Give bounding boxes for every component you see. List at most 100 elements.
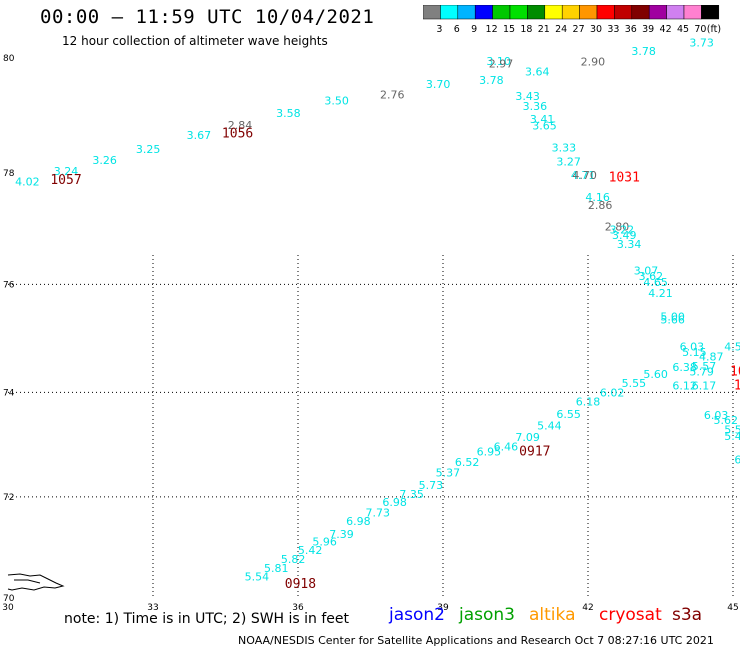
wave-height-observations: 4.02 3.24 3.26 3.25 3.67 2.84 3.58 3.50 2.76 3.70… bbox=[15, 36, 740, 583]
wave-height-value: 5.00 bbox=[660, 310, 685, 323]
pass-time-label: 1031 bbox=[609, 170, 640, 185]
wave-height-value: 6.03 bbox=[704, 409, 729, 422]
wave-height-value: 6.98 bbox=[346, 515, 371, 528]
wave-height-value: 3.62 bbox=[639, 270, 664, 283]
wave-height-value: 6.12 bbox=[672, 380, 697, 393]
axis-labels: 30 33 36 39 42 45 80 78 76 74 72 70 bbox=[2, 54, 738, 613]
legend-label: 3 bbox=[436, 24, 442, 35]
latitude-tick-label: 70 bbox=[3, 594, 15, 604]
wave-height-value: 5.73 bbox=[419, 479, 444, 492]
satellite-cryosat: cryosat bbox=[599, 605, 662, 625]
wave-height-value: 3.27 bbox=[556, 156, 581, 169]
map-title: 00:00 – 11:59 UTC 10/04/2021 bbox=[40, 6, 375, 28]
wave-height-value: 6.98 bbox=[382, 496, 407, 509]
wave-height-value: 5.44 bbox=[537, 419, 562, 432]
coastline bbox=[7, 573, 65, 591]
legend-swatch bbox=[701, 5, 720, 20]
legend-label: 42 bbox=[660, 24, 672, 35]
wave-height-value: 3.78 bbox=[479, 74, 504, 87]
legend-label: 21 bbox=[538, 24, 550, 35]
wave-height-value: 5.55 bbox=[622, 377, 647, 390]
wave-height-value: 5.82 bbox=[281, 553, 306, 566]
wave-height-value: 2.76 bbox=[380, 89, 405, 102]
wave-height-value: 5.66 bbox=[660, 314, 685, 327]
wave-height-value: 7.39 bbox=[329, 528, 354, 541]
wave-height-value: 4.87 bbox=[699, 350, 724, 363]
legend-label: 18 bbox=[520, 24, 532, 35]
wave-height-value: 3.67 bbox=[187, 129, 212, 142]
legend-label: 39 bbox=[642, 24, 654, 35]
footer-note: note: 1) Time is in UTC; 2) SWH is in fe… bbox=[64, 611, 350, 627]
latitude-tick-label: 78 bbox=[3, 169, 15, 179]
credit-line: NOAA/NESDIS Center for Satellite Applica… bbox=[238, 634, 714, 647]
wave-height-value: 5.96 bbox=[312, 535, 337, 548]
legend-label: 45 bbox=[677, 24, 689, 35]
wave-height-color-legend: 3 6 9 12 15 18 21 24 27 30 33 36 39 42 45 70 (ft) bbox=[423, 5, 739, 35]
legend-label: 9 bbox=[471, 24, 477, 35]
longitude-tick-label: 45 bbox=[727, 603, 738, 613]
wave-height-value: 3.22 bbox=[610, 224, 635, 237]
wave-height-value: 2.80 bbox=[605, 221, 630, 234]
wave-height-value: 5.4 bbox=[724, 430, 740, 443]
wave-height-value: 3.49 bbox=[612, 229, 637, 242]
pass-time-label: 0917 bbox=[519, 445, 550, 460]
wave-height-value: 3.34 bbox=[617, 238, 642, 251]
wave-height-value: 6.46 bbox=[494, 440, 519, 453]
wave-height-value: 3.25 bbox=[136, 143, 161, 156]
wave-height-value: 2.97 bbox=[489, 57, 514, 70]
wave-height-value: 5.15 bbox=[682, 346, 707, 359]
wave-height-value: 3.64 bbox=[525, 65, 550, 78]
legend-unit: (ft) bbox=[707, 24, 721, 35]
satellite-altika: altika bbox=[529, 605, 576, 625]
wave-height-value: 6 bbox=[734, 453, 740, 466]
wave-height-value: 4.02 bbox=[15, 175, 40, 188]
wave-height-value: 3.26 bbox=[92, 154, 117, 167]
longitude-tick-label: 36 bbox=[292, 603, 304, 613]
longitude-tick-label: 42 bbox=[582, 603, 593, 613]
wave-height-value: 6.38 bbox=[672, 361, 697, 374]
wave-height-value: 5.5 bbox=[724, 424, 740, 437]
pass-time-label: 1056 bbox=[222, 127, 253, 142]
legend-label: 15 bbox=[503, 24, 515, 35]
wave-height-value: 4.21 bbox=[648, 287, 673, 300]
satellite-jason2: jason2 bbox=[389, 605, 445, 625]
wave-height-value: 5.81 bbox=[264, 562, 289, 575]
latitude-tick-label: 80 bbox=[3, 54, 15, 64]
legend-label: 33 bbox=[607, 24, 619, 35]
wave-height-value: 3.41 bbox=[530, 113, 555, 126]
wave-height-value: 6.52 bbox=[455, 456, 480, 469]
wave-height-value: 7.73 bbox=[366, 506, 391, 519]
wave-height-value: 5.42 bbox=[298, 544, 323, 557]
wave-height-value: 4.65 bbox=[643, 276, 668, 289]
satellite-s3a: s3a bbox=[672, 605, 703, 625]
wave-height-value: 6.02 bbox=[600, 387, 625, 400]
wave-height-value: 5.37 bbox=[436, 466, 461, 479]
pass-time-label: 10 bbox=[730, 364, 740, 379]
wave-height-value: 3.50 bbox=[324, 94, 349, 107]
wave-height-value: 5.79 bbox=[689, 365, 714, 378]
pass-time-label: 1057 bbox=[50, 173, 81, 188]
wave-height-value: 5.54 bbox=[245, 571, 270, 584]
wave-height-value: 2.90 bbox=[581, 56, 606, 69]
legend-label: 12 bbox=[486, 24, 498, 35]
latitude-tick-label: 72 bbox=[3, 493, 14, 503]
wave-height-value: 3.78 bbox=[631, 45, 656, 58]
wave-height-value: 4.5 bbox=[724, 341, 740, 354]
wave-height-value: 3.24 bbox=[54, 165, 79, 178]
map-subtitle: 12 hour collection of altimeter wave hei… bbox=[62, 34, 328, 48]
wave-height-value: 4.70 bbox=[572, 169, 597, 182]
satellite-jason3: jason3 bbox=[459, 605, 515, 625]
wave-height-value: 3.73 bbox=[689, 36, 714, 49]
wave-height-value: 3.36 bbox=[523, 100, 548, 113]
longitude-tick-label: 33 bbox=[147, 603, 158, 613]
wave-height-value: 3.58 bbox=[276, 107, 301, 120]
legend-label: 6 bbox=[454, 24, 460, 35]
legend-label: 36 bbox=[625, 24, 637, 35]
wave-height-value: 6.95 bbox=[477, 446, 502, 459]
lat-lon-grid bbox=[8, 255, 740, 598]
wave-height-value: 6.18 bbox=[576, 396, 601, 409]
wave-height-value: 6.55 bbox=[556, 408, 581, 421]
wave-height-value: 4.16 bbox=[585, 191, 610, 204]
latitude-tick-label: 76 bbox=[3, 280, 15, 290]
